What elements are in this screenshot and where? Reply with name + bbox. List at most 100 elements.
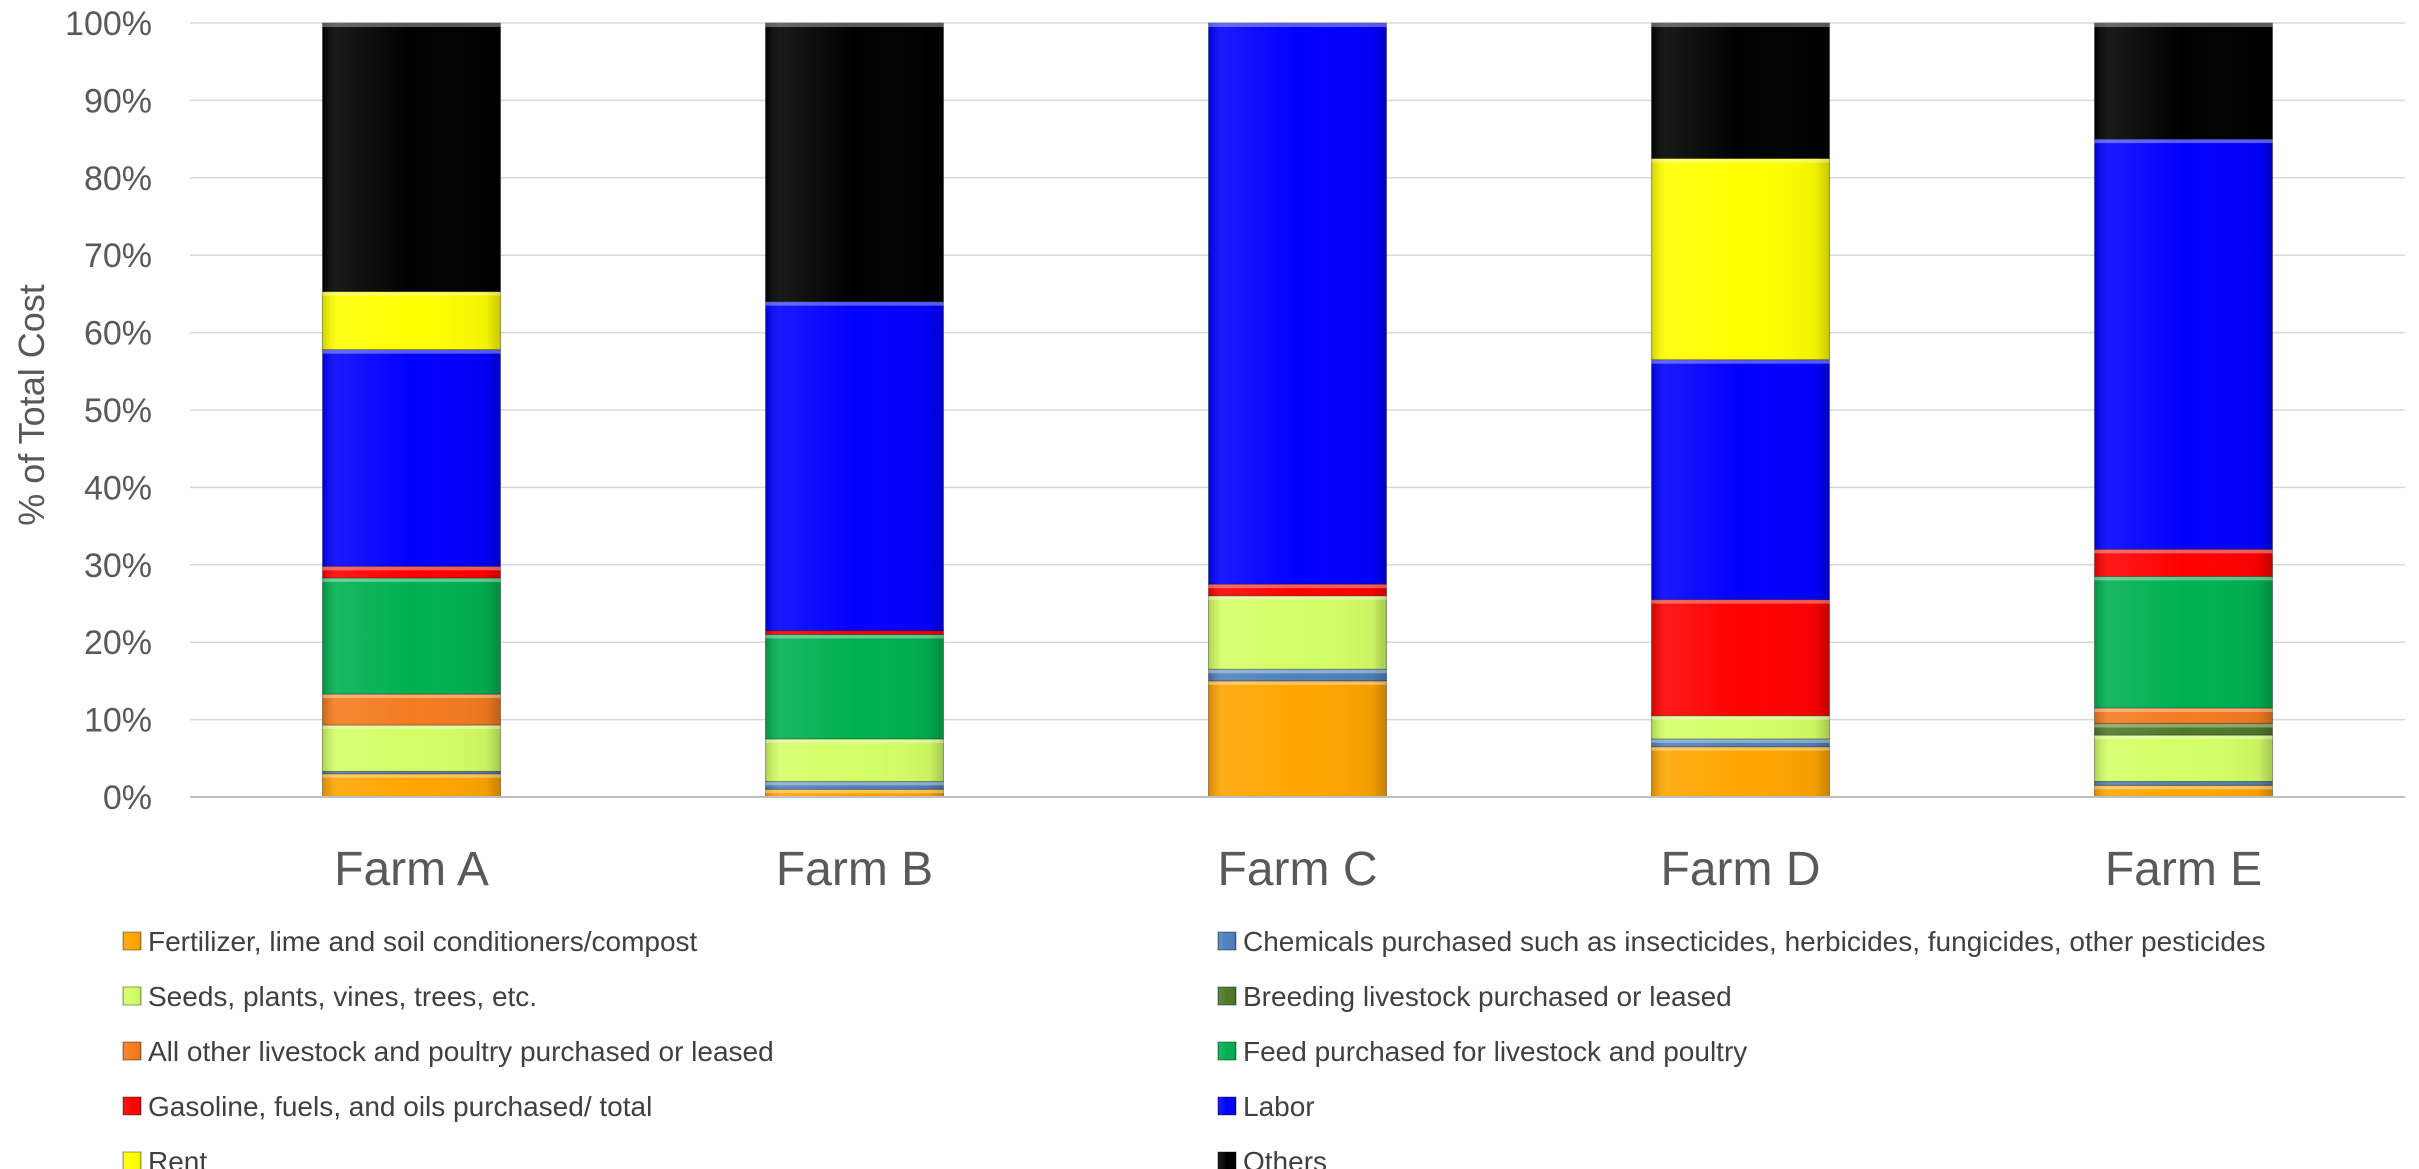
legend-entry: Feed purchased for livestock and poultry — [1217, 1036, 1747, 1067]
y-tick-label: 50% — [84, 392, 152, 430]
legend-label: Gasoline, fuels, and oils purchased/ tot… — [148, 1091, 652, 1122]
legend-label: Others — [1243, 1146, 1327, 1169]
bar-segment-shade — [1208, 595, 1387, 670]
bar-segment-shade — [765, 738, 944, 782]
bar-segment-highlight — [765, 781, 944, 786]
bar-segment-shade — [1208, 584, 1387, 596]
bar-segment-shade — [1651, 599, 1830, 716]
legend: Fertilizer, lime and soil conditioners/c… — [122, 926, 2266, 1169]
bar-segment-highlight — [2094, 139, 2273, 144]
bar-segment-highlight — [2094, 735, 2273, 740]
bar-segment-highlight — [322, 291, 501, 296]
bar-segment-highlight — [322, 725, 501, 730]
bar-stack — [322, 22, 501, 798]
bar-segment-shade — [1651, 746, 1830, 797]
y-tick-label: 30% — [84, 547, 152, 585]
x-category-label: Farm E — [2105, 843, 2262, 896]
y-tick-label: 40% — [84, 469, 152, 507]
legend-entry: Gasoline, fuels, and oils purchased/ tot… — [122, 1091, 652, 1122]
bar-segment-shade — [322, 577, 501, 695]
x-category-label: Farm D — [1661, 843, 1821, 896]
legend-label: Chemicals purchased such as insecticides… — [1243, 926, 2266, 957]
legend-swatch-shade — [123, 987, 141, 1005]
legend-swatch-shade — [1218, 932, 1236, 950]
bar-segment-shade — [1651, 158, 1830, 360]
legend-swatch-shade — [123, 1097, 141, 1115]
bar-segment-shade — [765, 781, 944, 790]
bar-segment-highlight — [322, 23, 501, 27]
bar-segment-shade — [1651, 359, 1830, 600]
bar-segment-highlight — [765, 738, 944, 743]
bar-segment-shade — [322, 349, 501, 567]
bar-segment-shade — [2094, 735, 2273, 782]
bar-segment-highlight — [1651, 158, 1830, 163]
legend-label: Seeds, plants, vines, trees, etc. — [148, 981, 537, 1012]
bar-segment-shade — [322, 725, 501, 772]
bar-segment-highlight — [765, 634, 944, 639]
bar-segment-highlight — [1208, 669, 1387, 674]
bar-segment-highlight — [1208, 680, 1387, 685]
bar-segment-highlight — [765, 301, 944, 306]
bar-segment-highlight — [1651, 599, 1830, 604]
bar-segment-shade — [1651, 715, 1830, 739]
legend-entry: Chemicals purchased such as insecticides… — [1217, 926, 2266, 957]
bar-segment-shade — [2094, 139, 2273, 550]
bar-segment-highlight — [2094, 23, 2273, 27]
legend-swatch-shade — [1218, 1097, 1236, 1115]
legend-label: Fertilizer, lime and soil conditioners/c… — [148, 926, 698, 957]
legend-entry: Seeds, plants, vines, trees, etc. — [122, 981, 537, 1012]
bar-segment-shade — [765, 634, 944, 739]
legend-entry: All other livestock and poultry purchase… — [122, 1036, 774, 1067]
legend-label: Rent — [148, 1146, 207, 1169]
bar-segment-highlight — [1651, 23, 1830, 27]
bar-segment-highlight — [322, 566, 501, 571]
bar-segment-shade — [765, 789, 944, 797]
y-tick-label: 0% — [103, 779, 152, 817]
x-category-label: Farm C — [1218, 843, 1378, 896]
y-tick-label: 10% — [84, 702, 152, 740]
legend-label: All other livestock and poultry purchase… — [148, 1036, 774, 1067]
bar-segment-shade — [1651, 738, 1830, 747]
bar-segment-highlight — [322, 349, 501, 354]
bar-stack — [2094, 22, 2273, 798]
bar-segment-shade — [322, 771, 501, 774]
axes: 0% 10% 20% 30% 40% 50% 60% 70% 80% 90% 100% Farm A F… — [65, 5, 2405, 896]
bar-segment-shade — [2094, 707, 2273, 724]
legend-entry: Rent — [122, 1146, 207, 1169]
legend-swatch-shade — [123, 1152, 141, 1169]
bar-segment-shade — [322, 566, 501, 578]
bar-segment-shade — [2094, 576, 2273, 708]
bar-segment-highlight — [2094, 785, 2273, 790]
bar-segment-highlight — [1651, 746, 1830, 751]
bar-segment-highlight — [1208, 23, 1387, 27]
bar-segment-shade — [1208, 680, 1387, 797]
bar-segment-highlight — [322, 694, 501, 699]
bar-segment-shade — [322, 773, 501, 797]
bar-segment-highlight — [765, 23, 944, 27]
bar-segment-highlight — [1651, 738, 1830, 743]
bar-stack — [765, 22, 944, 798]
bar-segment-shade — [2094, 723, 2273, 736]
bar-segment-highlight — [322, 773, 501, 778]
y-tick-label: 20% — [84, 624, 152, 662]
y-axis-label: % of Total Cost — [11, 284, 52, 525]
bar-segment-highlight — [2094, 723, 2273, 728]
bar-segment-shade — [322, 694, 501, 726]
legend-swatch-shade — [1218, 987, 1236, 1005]
legend-swatch-shade — [123, 1042, 141, 1060]
y-tick-label: 80% — [84, 160, 152, 198]
bar-segment-highlight — [2094, 549, 2273, 554]
bar-segment-shade — [765, 301, 944, 631]
legend-swatch-shade — [123, 932, 141, 950]
bar-stack — [1208, 22, 1387, 798]
bar-segment-shade — [1651, 23, 1830, 159]
bar-segment-highlight — [2094, 707, 2273, 712]
bar-segment-shade — [322, 23, 501, 292]
bar-segment-highlight — [765, 789, 944, 794]
bar-segment-highlight — [1208, 584, 1387, 589]
bar-segment-shade — [1208, 23, 1387, 585]
legend-entry: Breeding livestock purchased or leased — [1217, 981, 1732, 1012]
bar-segment-shade — [765, 630, 944, 635]
bar-segment-shade — [2094, 785, 2273, 797]
legend-entry: Fertilizer, lime and soil conditioners/c… — [122, 926, 698, 957]
